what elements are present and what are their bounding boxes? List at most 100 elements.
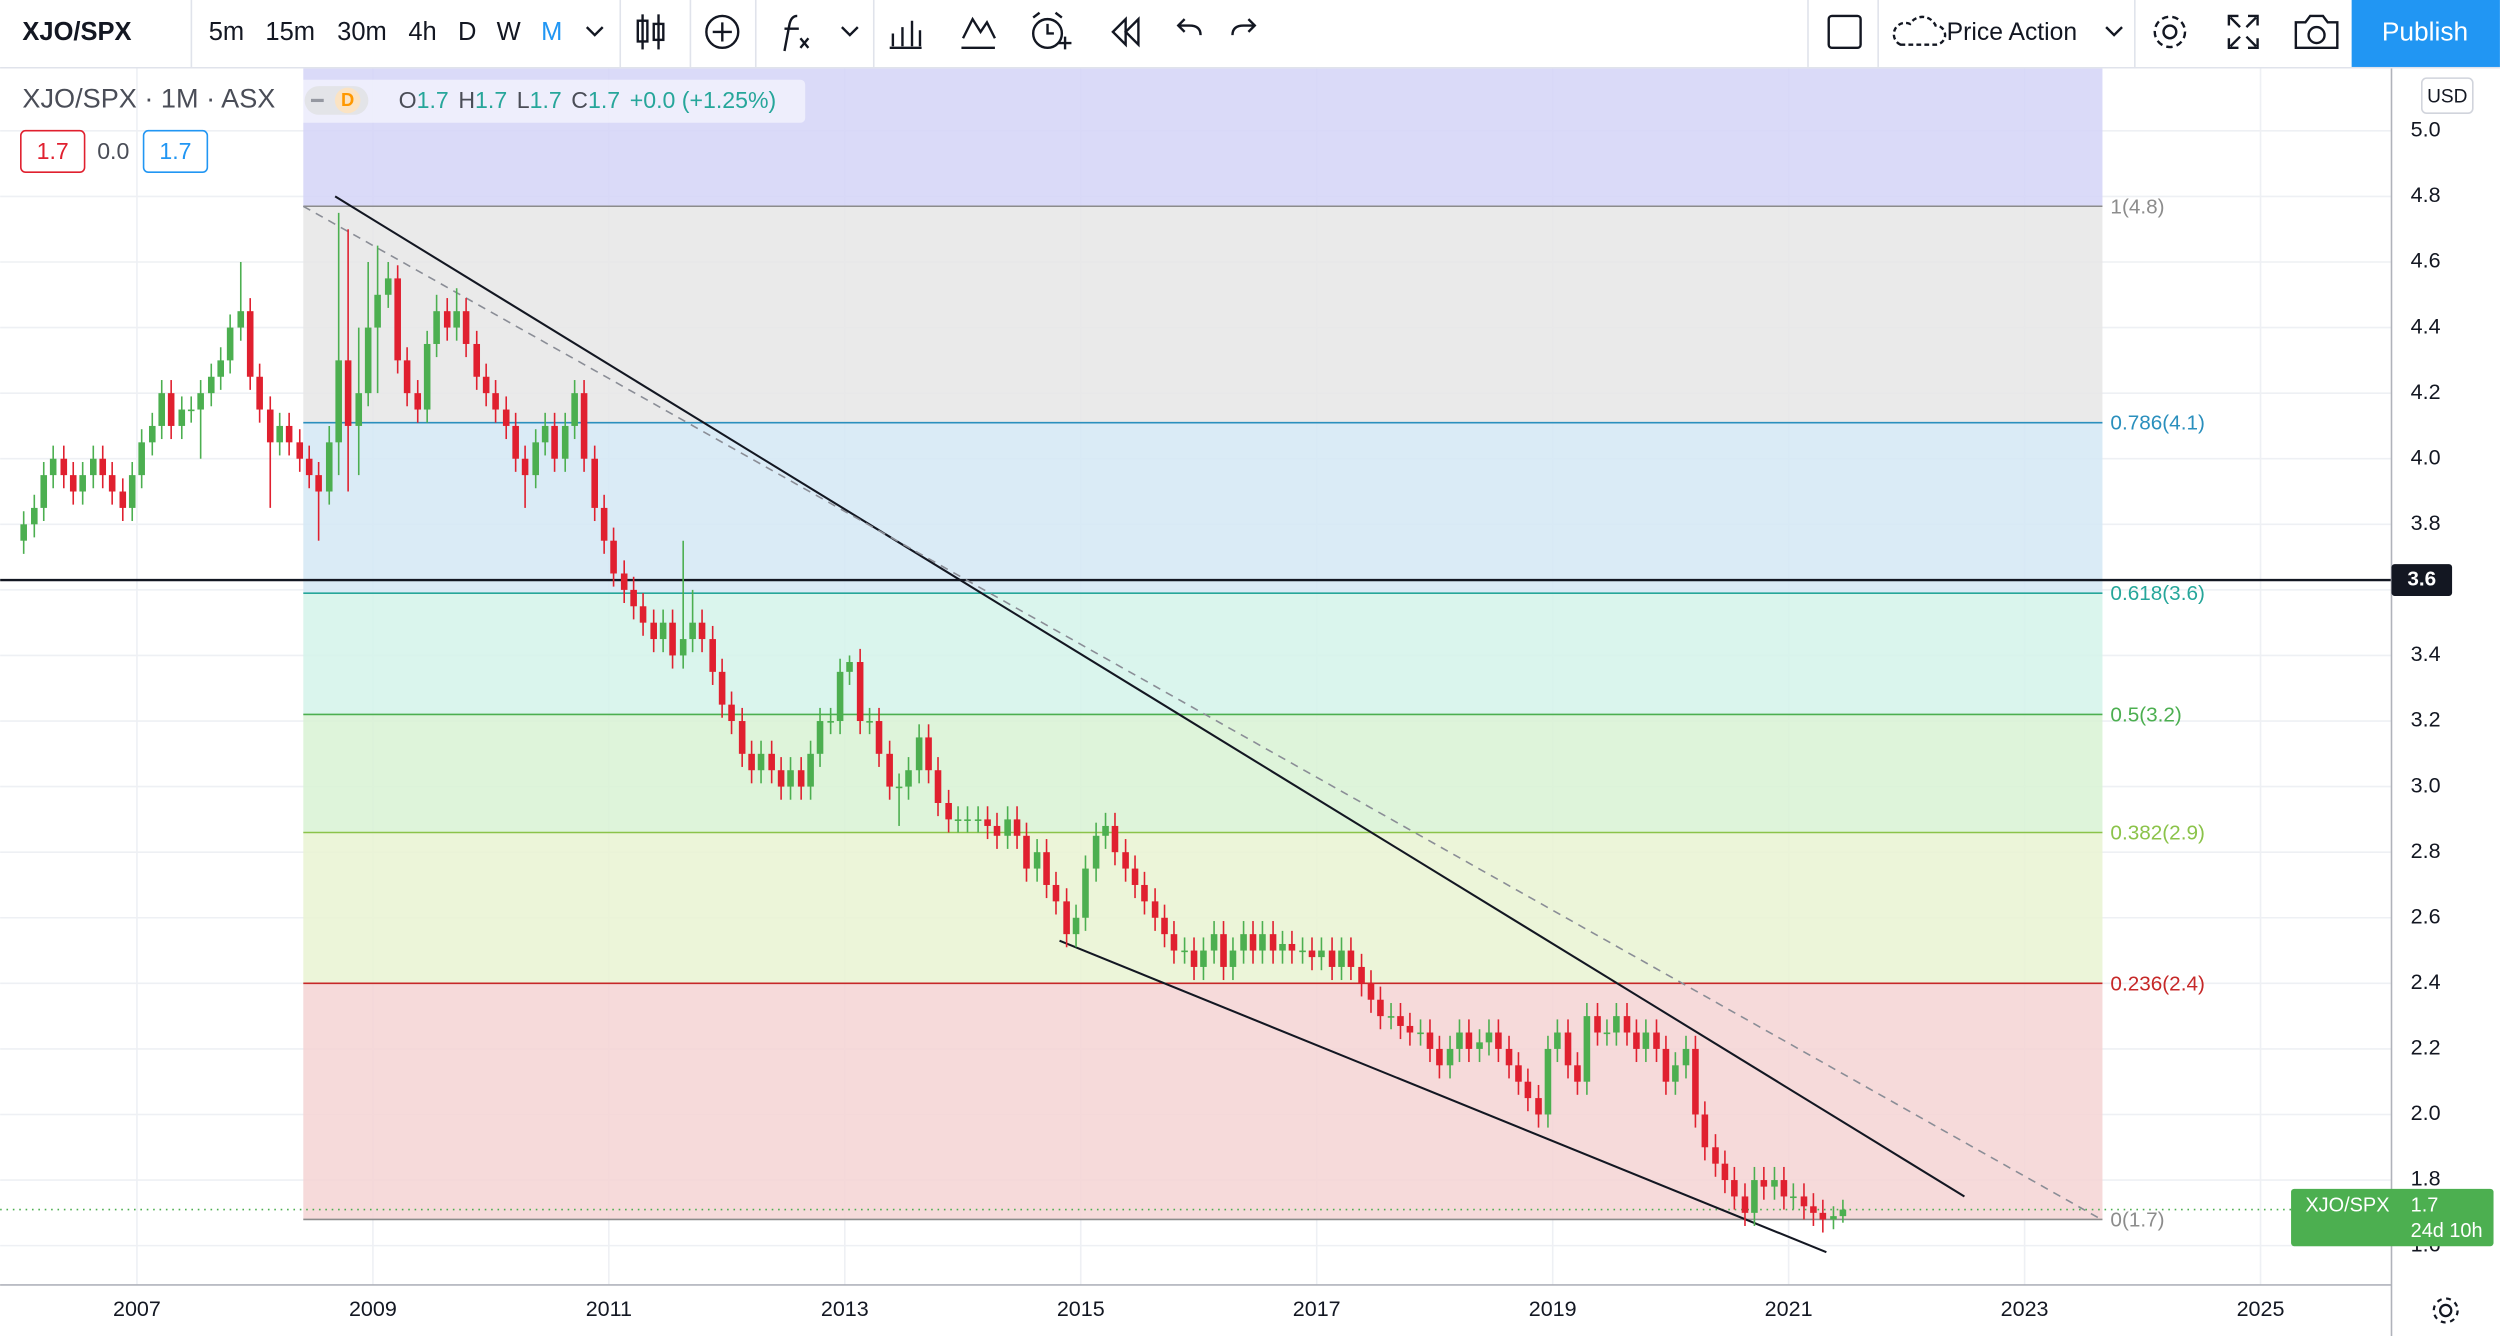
- candle-body: [689, 622, 696, 640]
- candle-body: [1731, 1180, 1738, 1197]
- fib-band: [303, 983, 2103, 1220]
- candle-body: [512, 425, 519, 459]
- candle-body: [1544, 1048, 1552, 1115]
- candles: [20, 212, 1847, 1233]
- templates-icon[interactable]: [961, 16, 996, 50]
- candle-body: [1662, 1048, 1670, 1082]
- candle-body: [1524, 1081, 1532, 1099]
- alert-icon[interactable]: [1031, 11, 1072, 50]
- interval[interactable]: M: [541, 18, 562, 46]
- candle-body: [335, 360, 342, 443]
- interval[interactable]: W: [497, 18, 521, 46]
- y-tick-label: 2.6: [2411, 904, 2441, 928]
- candle-body: [1564, 1032, 1572, 1066]
- candle-body: [1200, 950, 1207, 967]
- legend: XJO/SPX · 1M · ASX D O1.7 H1.7 L1.7 C1.7 +0.…: [20, 79, 806, 173]
- currency-box[interactable]: [2420, 77, 2474, 114]
- replay-icon[interactable]: [1111, 16, 1140, 48]
- candle-body: [1456, 1032, 1463, 1049]
- candle-body: [532, 442, 540, 476]
- candle-body: [473, 343, 481, 377]
- interval-menu[interactable]: [585, 26, 604, 37]
- publish-button[interactable]: [2351, 0, 2500, 67]
- candle-body: [1495, 1032, 1502, 1049]
- candle-body: [600, 507, 608, 541]
- candle-body: [1505, 1048, 1513, 1066]
- candle-body: [1288, 943, 1296, 951]
- candle-body: [561, 425, 569, 459]
- compare-icon[interactable]: [705, 14, 740, 50]
- ohlc-key: L: [517, 87, 530, 113]
- settings-icon[interactable]: [2153, 15, 2187, 49]
- interval[interactable]: 5m: [209, 18, 244, 46]
- candle-body: [1465, 1032, 1473, 1049]
- x-tick-label: 2007: [113, 1297, 161, 1321]
- candle-body: [108, 475, 116, 492]
- legend-ohlc: O1.7 H1.7 L1.7 C1.7 +0.0 (+1.25%): [399, 87, 777, 113]
- fullscreen-icon[interactable]: [2227, 14, 2259, 50]
- template-menu[interactable]: [2105, 26, 2123, 37]
- candle-body: [1554, 1032, 1561, 1049]
- candle-body: [90, 458, 97, 476]
- undo[interactable]: [1176, 18, 1202, 36]
- y-tick-label: 3.0: [2411, 773, 2441, 797]
- interval[interactable]: 4h: [408, 18, 436, 46]
- y-tick-label: 2.4: [2411, 970, 2441, 994]
- ohlc-value: 1.7: [475, 87, 507, 113]
- trendline[interactable]: [334, 195, 1965, 1198]
- candle-body: [709, 639, 716, 672]
- fib-label: 0.618(3.6): [2110, 582, 2204, 605]
- cloud-icon[interactable]: [1892, 15, 1947, 46]
- overlay: 1(4.8) 0.786(4.1) 0.618(3.6) 0.5(3.2) 0.382(…: [2110, 195, 2204, 1231]
- candle-body: [1004, 819, 1011, 836]
- ohlc-value: 1.7: [588, 87, 620, 113]
- candle-body: [1701, 1114, 1709, 1148]
- candle-body: [816, 721, 824, 754]
- x-tick-label: 2011: [586, 1297, 632, 1321]
- candle-body: [905, 770, 912, 787]
- candle-body: [954, 819, 962, 821]
- interval[interactable]: D: [458, 18, 476, 46]
- candle-body: [148, 425, 156, 443]
- candle-body: [276, 425, 283, 443]
- candle-body: [1436, 1048, 1443, 1066]
- candle-body: [1318, 950, 1325, 958]
- y-tick-label: 4.2: [2411, 380, 2441, 404]
- fib-label: 0.382(2.9): [2110, 822, 2204, 845]
- candle-body: [1111, 825, 1119, 853]
- candle-body: [1712, 1147, 1719, 1164]
- interval[interactable]: 30m: [337, 18, 387, 46]
- candle-body: [1181, 950, 1188, 953]
- fib-band: [303, 714, 2103, 833]
- template-name[interactable]: Price Action: [1947, 19, 2077, 46]
- fib-retracement[interactable]: [303, 68, 2103, 1221]
- candle-body: [895, 786, 903, 789]
- candle-body: [993, 825, 1001, 836]
- candle-body: [1279, 943, 1286, 951]
- candle-body: [384, 278, 392, 295]
- indicators-icon[interactable]: [783, 14, 810, 52]
- interval[interactable]: 15m: [265, 18, 315, 46]
- layout-icon[interactable]: [1827, 14, 1862, 50]
- candle-body: [1151, 901, 1159, 918]
- x-tick-label: 2013: [821, 1297, 869, 1321]
- candle-body: [1583, 1016, 1591, 1082]
- candle-body: [1406, 1025, 1414, 1033]
- candle-body: [285, 425, 293, 443]
- axes: USD 2007 2009 2011 2013 2015 2017 2019 2021 2023…: [0, 68, 2494, 1336]
- fib-label: 0(1.7): [2110, 1208, 2164, 1231]
- indicators-menu[interactable]: [841, 26, 859, 37]
- candle-body: [1131, 868, 1139, 885]
- snapshot-icon[interactable]: [2294, 14, 2339, 50]
- y-tick-label: 5.0: [2411, 118, 2441, 142]
- fib-band: [303, 422, 2103, 594]
- chart-type-icon[interactable]: [636, 14, 665, 50]
- axis-settings[interactable]: [2432, 1297, 2459, 1324]
- fib-band: [303, 206, 2103, 423]
- trendline[interactable]: [1059, 939, 1827, 1254]
- symbol[interactable]: XJO/SPX: [22, 18, 131, 46]
- financials-icon[interactable]: [889, 20, 922, 50]
- redo[interactable]: [1231, 18, 1257, 36]
